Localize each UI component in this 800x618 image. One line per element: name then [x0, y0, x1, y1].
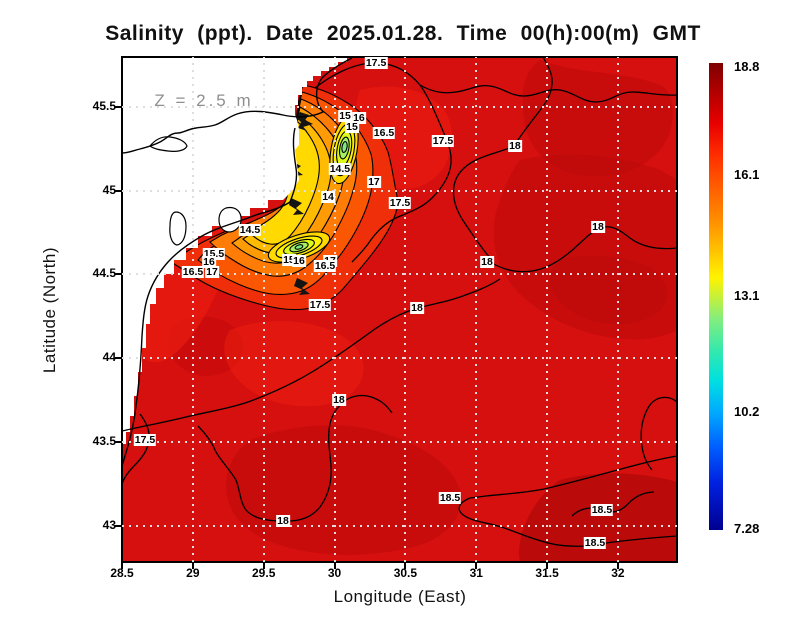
map-area — [122, 57, 677, 562]
gridline-horizontal — [122, 524, 677, 527]
y-tick-label: 43.5 — [92, 433, 116, 448]
gridline-horizontal — [122, 189, 677, 192]
y-tick-mark — [115, 524, 121, 527]
y-tick-mark — [115, 440, 121, 443]
contour-label: 17.5 — [133, 433, 157, 446]
x-tick-mark — [475, 563, 478, 569]
colorbar-tick-label: 18.8 — [734, 59, 760, 74]
x-tick-label: 28.5 — [110, 566, 134, 580]
x-tick-label: 30.5 — [393, 566, 418, 580]
y-tick-mark — [115, 357, 121, 360]
contour-label: 15 — [345, 120, 359, 133]
x-tick-label: 29.5 — [252, 566, 276, 580]
contour-label: 17.5 — [431, 134, 455, 147]
x-tick-mark — [262, 563, 265, 569]
gridline-vertical — [191, 57, 194, 562]
y-axis-label: Latitude (North) — [40, 246, 59, 374]
contour-label: 17.5 — [364, 56, 388, 69]
contour-label: 18 — [410, 302, 424, 315]
y-tick-label: 45.5 — [92, 99, 116, 113]
contour-label: 16 — [202, 256, 216, 268]
contour-label: 16 — [292, 255, 306, 267]
coastline — [122, 57, 353, 467]
x-axis-label: Longitude (East) — [333, 587, 467, 606]
salinity-plume — [166, 84, 399, 311]
contour-label: 17.5 — [388, 196, 412, 209]
contour-label: 18.5 — [590, 503, 614, 516]
y-tick-label: 45 — [102, 182, 116, 197]
y-tick-mark — [115, 106, 121, 108]
contour-label: 18 — [276, 514, 290, 527]
contour-label: 18.5 — [583, 537, 607, 550]
y-tick-label: 43 — [102, 517, 116, 532]
depth-annotation: Z = 2.5 m — [154, 91, 254, 110]
colorbar-tick-label: 7.28 — [734, 521, 760, 536]
contour-label: 14 — [321, 191, 335, 204]
colorbar — [709, 63, 723, 530]
contour-label: 14.5 — [328, 162, 352, 175]
gridline-horizontal — [122, 440, 677, 443]
contour-label: 17 — [205, 266, 219, 279]
contour-label: 14.5 — [238, 224, 262, 237]
gridline-horizontal — [122, 357, 677, 360]
contour-label: 17.5 — [308, 299, 332, 312]
x-tick-mark — [546, 563, 549, 569]
gridline-vertical — [262, 57, 265, 562]
colorbar-tick-label: 13.1 — [734, 287, 760, 303]
colorbar-tick-label: 10.2 — [734, 403, 760, 419]
gridline-horizontal — [122, 273, 677, 276]
contour-label: 15 — [338, 110, 352, 123]
contour-label: 18 — [332, 393, 346, 406]
plot-title: Salinity (ppt). Date 2025.01.28. Time 00… — [105, 22, 701, 45]
gridline-vertical — [404, 57, 407, 562]
gridline-vertical — [475, 57, 478, 562]
land-mask — [122, 57, 347, 444]
x-tick-label: 31 — [469, 566, 483, 580]
y-tick-mark — [115, 273, 121, 276]
colorbar-tick-label: 16.1 — [734, 167, 760, 183]
y-tick-label: 44 — [102, 350, 116, 365]
x-tick-mark — [191, 563, 194, 569]
contour-label: 18 — [480, 256, 494, 268]
contour-label: 16.5 — [313, 260, 337, 273]
y-tick-mark — [115, 189, 121, 192]
x-tick-mark — [121, 563, 123, 569]
contour-lines — [122, 57, 677, 547]
y-tick-label: 44.5 — [92, 266, 116, 281]
contour-label: 16.5 — [181, 266, 205, 279]
contour-label: 16.5 — [372, 126, 396, 139]
x-tick-mark — [616, 563, 619, 569]
plot-frame — [121, 56, 678, 563]
gridline-vertical — [616, 57, 619, 562]
x-tick-mark — [404, 563, 407, 569]
x-tick-label: 29 — [186, 566, 200, 580]
x-tick-mark — [333, 563, 336, 569]
contour-label: 17 — [367, 175, 381, 188]
x-tick-label: 32 — [611, 566, 625, 580]
contour-label: 18.5 — [438, 492, 462, 505]
gridline-vertical — [546, 57, 549, 562]
gridline-horizontal — [122, 106, 677, 108]
contour-label: 18 — [508, 140, 522, 152]
x-tick-label: 31.5 — [535, 566, 559, 580]
gridline-vertical — [333, 57, 336, 562]
x-tick-label: 30 — [327, 566, 342, 580]
contour-label: 18 — [591, 221, 605, 234]
